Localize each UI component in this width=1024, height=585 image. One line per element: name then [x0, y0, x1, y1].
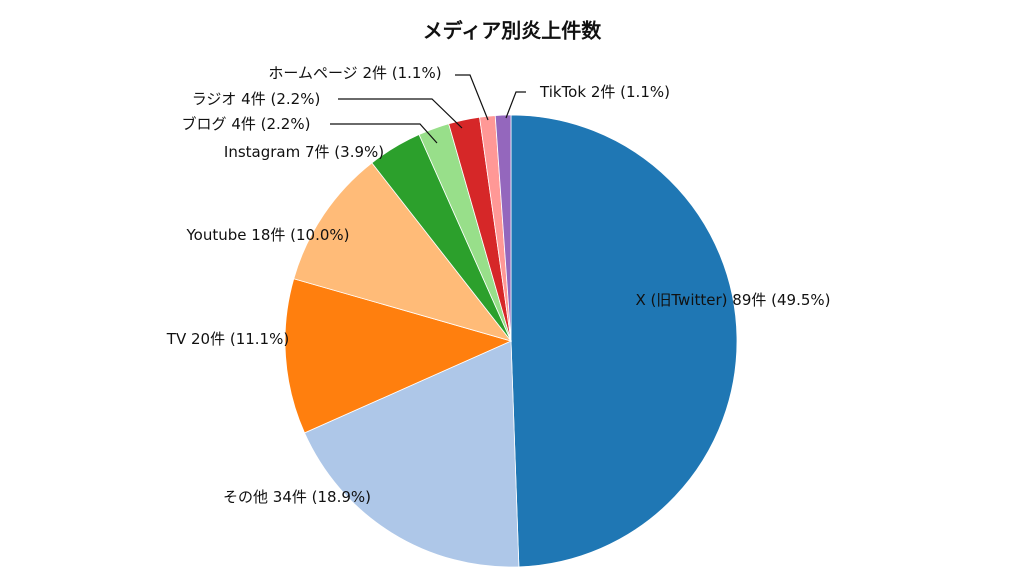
- slice-label: X (旧Twitter) 89件 (49.5%): [635, 291, 830, 309]
- leader-line: [505, 91, 526, 119]
- pie-slice: [293, 162, 513, 342]
- category-label: TV: [166, 330, 187, 348]
- leader-line: [455, 74, 489, 121]
- slice-label: ラジオ 4件 (2.2%): [192, 90, 321, 108]
- pie-slice: [510, 114, 738, 568]
- value-label: 4件 (2.2%): [241, 90, 320, 108]
- pie-slice: [494, 114, 512, 342]
- pie-slice: [284, 278, 513, 434]
- leader-line: [330, 123, 438, 144]
- value-label: 4件 (2.2%): [231, 115, 310, 133]
- pie-slice: [304, 340, 520, 568]
- slice-label: その他 34件 (18.9%): [223, 488, 371, 506]
- value-label: 20件 (11.1%): [191, 330, 289, 348]
- category-label: Youtube: [186, 226, 247, 244]
- slice-label: Youtube 18件 (10.0%): [186, 226, 350, 244]
- category-label: ラジオ: [192, 90, 237, 108]
- category-label: ホームページ: [268, 64, 357, 82]
- slice-label: ブログ 4件 (2.2%): [182, 115, 311, 133]
- value-label: 34件 (18.9%): [273, 488, 371, 506]
- chart-title: メディア別炎上件数: [423, 19, 603, 43]
- slice-label: TikTok 2件 (1.1%): [539, 83, 670, 101]
- value-label: 89件 (49.5%): [732, 291, 830, 309]
- value-label: 2件 (1.1%): [362, 64, 441, 82]
- slice-label: ホームページ 2件 (1.1%): [268, 64, 441, 82]
- leader-line: [338, 98, 463, 129]
- category-label: Instagram: [224, 143, 300, 161]
- category-label: TikTok: [539, 83, 586, 101]
- value-label: 7件 (3.9%): [305, 143, 384, 161]
- value-label: 2件 (1.1%): [591, 83, 670, 101]
- category-label: その他: [223, 488, 268, 506]
- slice-label: Instagram 7件 (3.9%): [224, 143, 384, 161]
- value-label: 18件 (10.0%): [251, 226, 349, 244]
- category-label: ブログ: [182, 115, 227, 133]
- slice-label: TV 20件 (11.1%): [166, 330, 289, 348]
- category-label: X (旧Twitter): [635, 291, 727, 309]
